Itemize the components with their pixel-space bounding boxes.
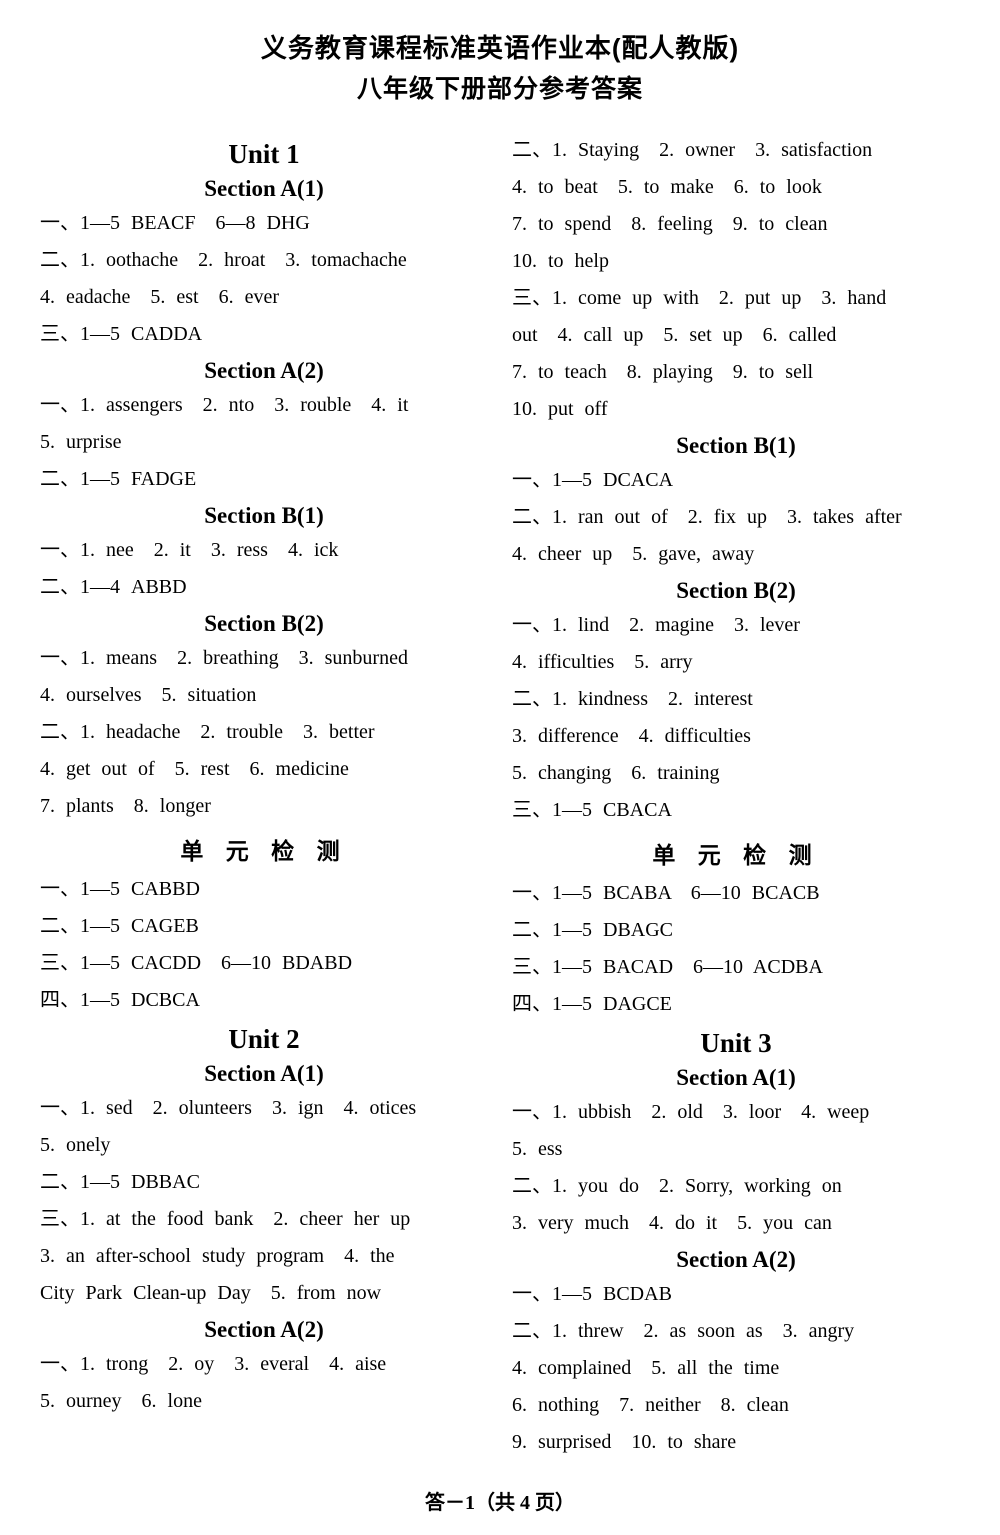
answer-line: 一、1—5 BCABA 6—10 BCACB [512,876,960,911]
section-heading: Section A(2) [40,358,488,384]
answer-line: 四、1—5 DAGCE [512,987,960,1022]
answer-line: 9. surprised 10. to share [512,1425,960,1460]
answer-line: 二、1. threw 2. as soon as 3. angry [512,1314,960,1349]
answer-line: 4. eadache 5. est 6. ever [40,280,488,315]
unit-test-heading: 单 元 检 测 [512,836,960,870]
answer-line: 三、1—5 CBACA [512,793,960,828]
answer-line: 5. changing 6. training [512,756,960,791]
section-heading: Section A(1) [40,176,488,202]
unit-test-heading: 单 元 检 测 [40,832,488,866]
answer-line: 7. plants 8. longer [40,789,488,824]
answer-line: 3. difference 4. difficulties [512,719,960,754]
answer-line: 三、1. come up with 2. put up 3. hand [512,281,960,316]
answer-line: 三、1—5 CACDD 6—10 BDABD [40,946,488,981]
answer-line: 6. nothing 7. neither 8. clean [512,1388,960,1423]
page-footer: 答－1（共 4 页） [40,1486,960,1515]
section-heading: Section B(2) [512,578,960,604]
answer-line: out 4. call up 5. set up 6. called [512,318,960,353]
answer-line: 5. urprise [40,425,488,460]
answer-line: 一、1—5 BCDAB [512,1277,960,1312]
left-column: Unit 1 Section A(1) 一、1—5 BEACF 6—8 DHG … [40,133,488,1462]
answer-line: 二、1—5 FADGE [40,462,488,497]
answer-line: 二、1. ran out of 2. fix up 3. takes after [512,500,960,535]
answer-line: 5. ess [512,1132,960,1167]
section-heading: Section B(2) [40,611,488,637]
answer-line: 10. to help [512,244,960,279]
section-heading: Section B(1) [40,503,488,529]
answer-line: 二、1. headache 2. trouble 3. better [40,715,488,750]
answer-line: 4. ourselves 5. situation [40,678,488,713]
answer-line: 7. to spend 8. feeling 9. to clean [512,207,960,242]
section-heading: Section A(2) [40,1317,488,1343]
answer-line: 二、1. you do 2. Sorry, working on [512,1169,960,1204]
answer-line: 四、1—5 DCBCA [40,983,488,1018]
answer-line: 一、1—5 DCACA [512,463,960,498]
answer-line: 一、1. sed 2. olunteers 3. ign 4. otices [40,1091,488,1126]
answer-line: 二、1—5 DBAGC [512,913,960,948]
answer-line: 3. an after-school study program 4. the [40,1239,488,1274]
section-heading: Section A(1) [512,1065,960,1091]
answer-line: 4. ifficulties 5. arry [512,645,960,680]
right-column: 二、1. Staying 2. owner 3. satisfaction 4.… [512,133,960,1462]
answer-line: 一、1. trong 2. oy 3. everal 4. aise [40,1347,488,1382]
answer-line: 一、1. means 2. breathing 3. sunburned [40,641,488,676]
answer-line: 4. get out of 5. rest 6. medicine [40,752,488,787]
unit-heading: Unit 2 [40,1024,488,1055]
answer-line: 3. very much 4. do it 5. you can [512,1206,960,1241]
answer-line: 5. onely [40,1128,488,1163]
answer-line: 二、1. oothache 2. hroat 3. tomachache [40,243,488,278]
answer-line: 10. put off [512,392,960,427]
answer-line: 二、1—4 ABBD [40,570,488,605]
answer-line: 4. to beat 5. to make 6. to look [512,170,960,205]
answer-line: 一、1. ubbish 2. old 3. loor 4. weep [512,1095,960,1130]
answer-line: 4. complained 5. all the time [512,1351,960,1386]
answer-line: 二、1—5 DBBAC [40,1165,488,1200]
unit-heading: Unit 3 [512,1028,960,1059]
answer-line: 4. cheer up 5. gave, away [512,537,960,572]
answer-line: 三、1. at the food bank 2. cheer her up [40,1202,488,1237]
answer-line: 三、1—5 CADDA [40,317,488,352]
section-heading: Section A(2) [512,1247,960,1273]
section-heading: Section A(1) [40,1061,488,1087]
answer-line: 二、1. Staying 2. owner 3. satisfaction [512,133,960,168]
answer-line: City Park Clean-up Day 5. from now [40,1276,488,1311]
answer-line: 7. to teach 8. playing 9. to sell [512,355,960,390]
answer-line: 一、1. assengers 2. nto 3. rouble 4. it [40,388,488,423]
section-heading: Section B(1) [512,433,960,459]
unit-heading: Unit 1 [40,139,488,170]
answer-line: 三、1—5 BACAD 6—10 ACDBA [512,950,960,985]
doc-title-2: 八年级下册部分参考答案 [40,69,960,105]
answer-line: 一、1. nee 2. it 3. ress 4. ick [40,533,488,568]
answer-line: 二、1—5 CAGEB [40,909,488,944]
content-columns: Unit 1 Section A(1) 一、1—5 BEACF 6—8 DHG … [40,133,960,1462]
answer-line: 一、1—5 CABBD [40,872,488,907]
answer-line: 二、1. kindness 2. interest [512,682,960,717]
answer-line: 一、1—5 BEACF 6—8 DHG [40,206,488,241]
answer-line: 5. ourney 6. lone [40,1384,488,1419]
doc-title-1: 义务教育课程标准英语作业本(配人教版) [40,28,960,65]
answer-line: 一、1. lind 2. magine 3. lever [512,608,960,643]
